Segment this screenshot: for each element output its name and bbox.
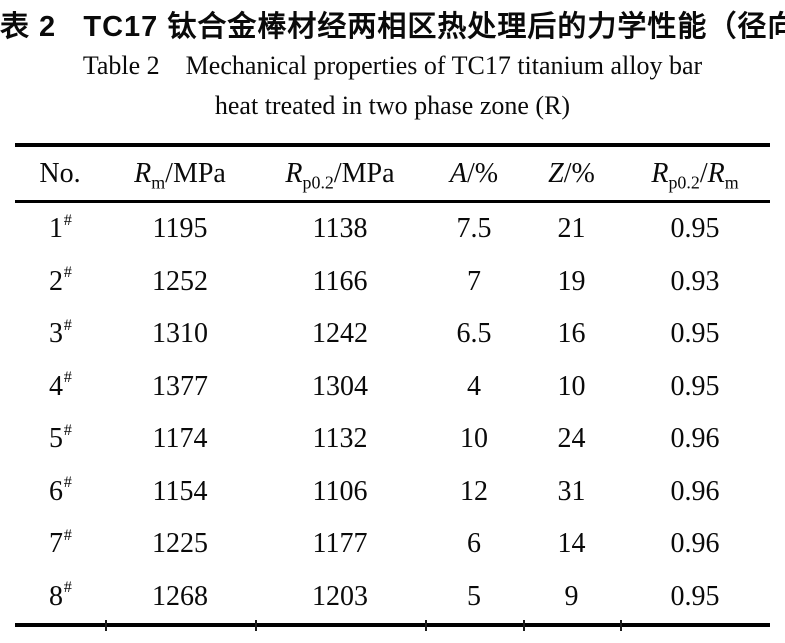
cell-a: 6 [467, 528, 481, 560]
table-caption-english-line1: Table 2 Mechanical properties of TC17 ti… [82, 51, 703, 80]
cell-ratio: 0.96 [670, 528, 720, 560]
cell-no: 6# [48, 473, 72, 507]
cell-rm: 1154 [152, 475, 208, 507]
cell-rm: 1174 [152, 423, 208, 455]
cell-z: 31 [557, 475, 586, 507]
cell-z: 24 [557, 423, 586, 455]
table-caption-english-line2: heat treated in two phase zone (R) [214, 91, 571, 120]
cell-rm: 1195 [152, 213, 208, 245]
cell-no: 3# [48, 315, 72, 350]
column-header-rm: Rm/MPa [105, 145, 255, 203]
mechanical-properties-table: No. Rm/MPa Rp0.2/MPa A/% Z/% Rp0.2/Rm 1# 1195 1… [15, 143, 770, 627]
cell-rm: 1377 [152, 370, 208, 402]
cell-rp02: 1166 [312, 265, 368, 297]
table-caption-chinese: 表 2 TC17 钛合金棒材经两相区热处理后的力学性能（径向） [0, 11, 785, 43]
cell-no: 2# [48, 263, 72, 297]
table-row: 3# 1310 1242 6.5 16 0.95 [15, 308, 770, 361]
cell-z: 19 [557, 265, 586, 297]
cell-rp02: 1132 [312, 423, 368, 455]
cell-ratio: 0.93 [670, 265, 720, 297]
cell-no: 5# [48, 420, 72, 455]
cell-rm: 1252 [152, 265, 208, 297]
table-row: 6# 1154 1106 12 31 0.96 [15, 466, 770, 519]
cell-a: 10 [460, 423, 488, 455]
table-row: 8# 1268 1203 5 9 0.95 [15, 571, 770, 626]
cell-z: 21 [557, 213, 586, 245]
cell-a: 7 [467, 265, 481, 297]
cell-rp02: 1304 [312, 370, 368, 402]
column-header-rp02: Rp0.2/MPa [255, 145, 425, 203]
cell-a: 4 [467, 370, 481, 402]
cell-no: 4# [48, 368, 72, 402]
cell-z: 10 [557, 370, 586, 402]
cell-rp02: 1242 [312, 318, 368, 350]
cell-ratio: 0.96 [670, 423, 720, 455]
mechanical-properties-table-wrap: No. Rm/MPa Rp0.2/MPa A/% Z/% Rp0.2/Rm 1# 1195 1… [15, 143, 770, 631]
cell-z: 14 [557, 528, 586, 560]
cell-rp02: 1177 [312, 528, 368, 560]
cell-rp02: 1138 [312, 213, 368, 245]
cell-no: 7# [48, 525, 72, 560]
column-header-ratio: Rp0.2/Rm [620, 145, 770, 203]
cell-ratio: 0.95 [670, 580, 720, 612]
cell-ratio: 0.95 [670, 213, 720, 245]
cell-rm: 1268 [152, 580, 208, 612]
cell-no: 1# [48, 210, 72, 245]
cell-rp02: 1106 [312, 475, 368, 507]
cell-ratio: 0.96 [670, 475, 720, 507]
cell-ratio: 0.95 [670, 318, 720, 350]
column-divider-tick [620, 620, 622, 631]
column-divider-tick [105, 620, 107, 631]
column-divider-tick [523, 620, 525, 631]
cell-z: 16 [557, 318, 586, 350]
cell-a: 12 [460, 475, 488, 507]
cell-rm: 1310 [152, 318, 208, 350]
cell-ratio: 0.95 [670, 370, 720, 402]
column-header-no: No. [15, 145, 105, 203]
cell-z: 9 [564, 580, 579, 612]
cell-rm: 1225 [152, 528, 208, 560]
table-row: 2# 1252 1166 7 19 0.93 [15, 256, 770, 309]
table-row: 1# 1195 1138 7.5 21 0.95 [15, 202, 770, 256]
column-divider-tick [425, 620, 427, 631]
table-row: 7# 1225 1177 6 14 0.96 [15, 518, 770, 571]
cell-rp02: 1203 [312, 580, 368, 612]
column-header-z: Z/% [523, 145, 620, 203]
cell-a: 5 [467, 580, 481, 612]
cell-a: 6.5 [456, 318, 492, 350]
table-header-row: No. Rm/MPa Rp0.2/MPa A/% Z/% Rp0.2/Rm [15, 145, 770, 203]
table-row: 4# 1377 1304 4 10 0.95 [15, 361, 770, 414]
cell-no: 8# [48, 578, 72, 612]
cell-a: 7.5 [456, 213, 492, 245]
column-header-a: A/% [425, 145, 523, 203]
table-row: 5# 1174 1132 10 24 0.96 [15, 413, 770, 466]
column-divider-tick [255, 620, 257, 631]
